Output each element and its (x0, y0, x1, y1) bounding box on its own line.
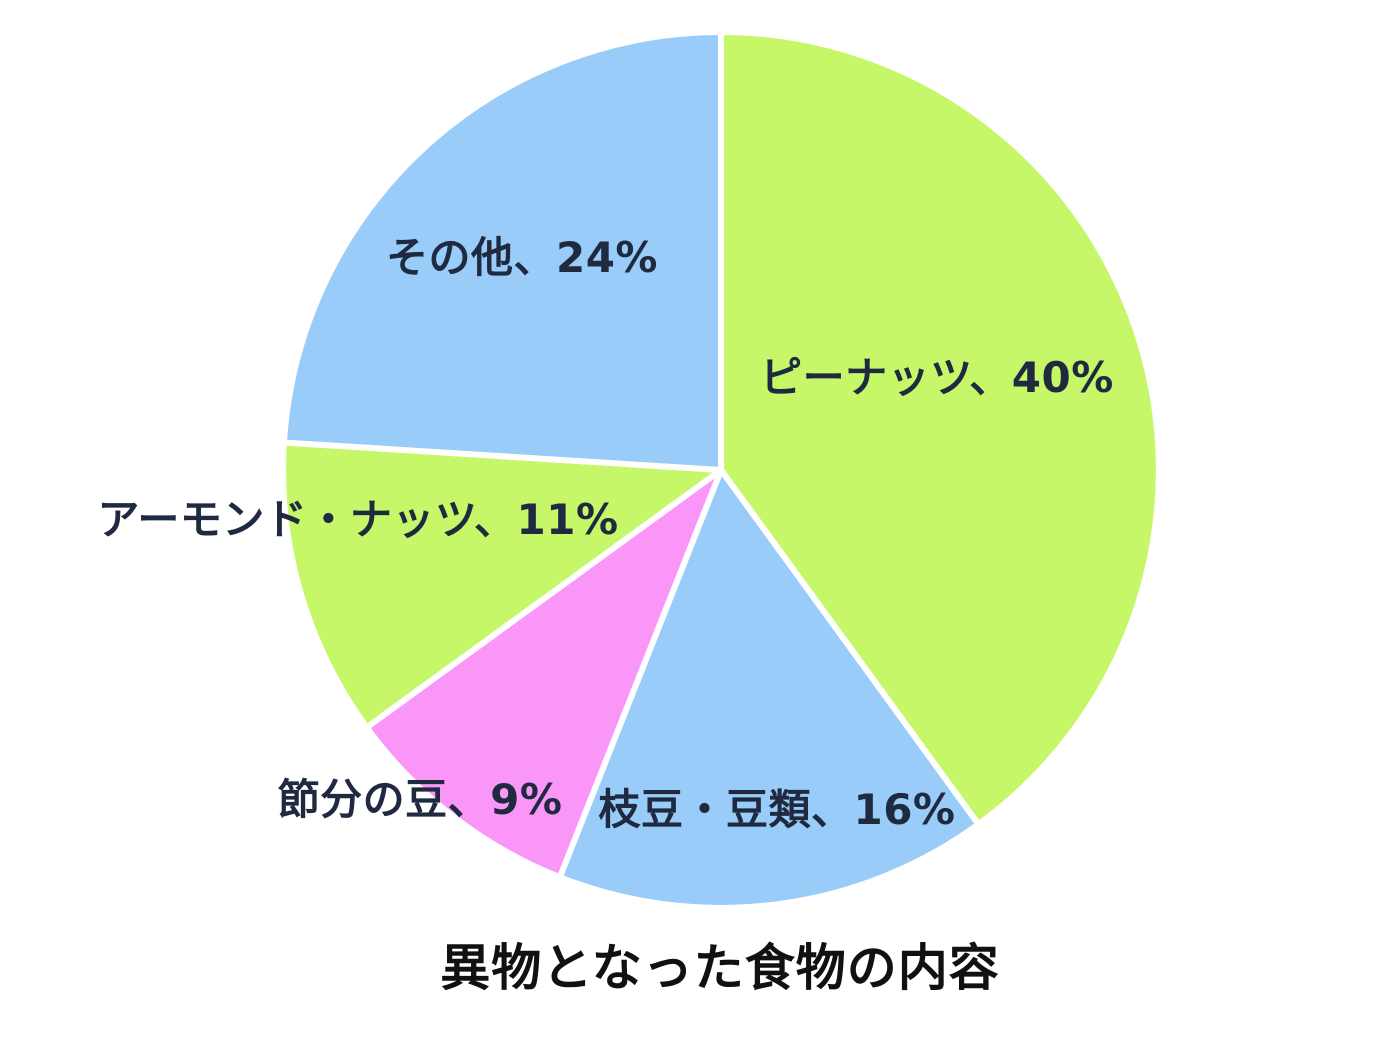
pie-slice-2 (363, 467, 724, 881)
slice-label-4: その他、24% (385, 233, 659, 282)
slice-label-3: アーモンド・ナッツ、11% (97, 495, 619, 544)
pie-slice-4 (280, 29, 724, 473)
pie-slice-0 (718, 29, 1162, 828)
chart-title: 異物となった食物の内容 (440, 939, 1000, 997)
pie-slice-1 (556, 467, 982, 911)
slice-label-1: 枝豆・豆類、16% (598, 785, 956, 834)
slice-label-2: 節分の豆、9% (277, 775, 563, 824)
slice-label-0: ピーナッツ、40% (760, 353, 1114, 402)
pie-slice-3 (280, 439, 724, 731)
